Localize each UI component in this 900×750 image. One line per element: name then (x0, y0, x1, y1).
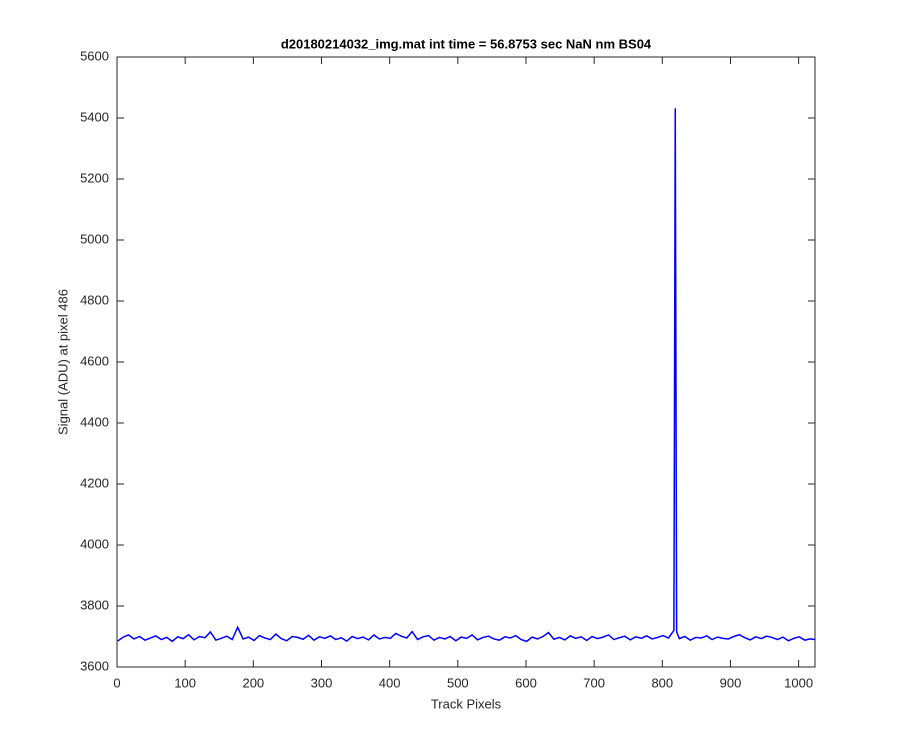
y-tick-label: 5200 (80, 170, 109, 185)
plot-area (116, 56, 816, 668)
x-tick-label: 100 (174, 675, 196, 690)
y-tick-label: 3600 (80, 658, 109, 673)
x-tick-label: 800 (651, 675, 673, 690)
y-tick-label: 4400 (80, 414, 109, 429)
x-tick-label: 200 (242, 675, 264, 690)
data-line (117, 108, 816, 643)
x-tick-label: 1000 (784, 675, 813, 690)
y-axis-label: Signal (ADU) at pixel 486 (55, 289, 70, 435)
y-tick-label: 5600 (80, 48, 109, 63)
x-tick-label: 400 (379, 675, 401, 690)
x-axis-label: Track Pixels (431, 696, 502, 711)
y-tick-label: 4600 (80, 353, 109, 368)
y-tick-label: 5000 (80, 231, 109, 246)
x-tick-label: 900 (720, 675, 742, 690)
y-tick-label: 4200 (80, 475, 109, 490)
x-tick-label: 600 (515, 675, 537, 690)
x-tick-label: 300 (311, 675, 333, 690)
y-tick-label: 4000 (80, 536, 109, 551)
y-tick-label: 3800 (80, 597, 109, 612)
x-tick-label: 700 (583, 675, 605, 690)
x-tick-label: 0 (113, 675, 120, 690)
y-tick-label: 5400 (80, 109, 109, 124)
chart-title: d20180214032_img.mat int time = 56.8753 … (281, 36, 652, 51)
y-tick-label: 4800 (80, 292, 109, 307)
x-tick-label: 500 (447, 675, 469, 690)
